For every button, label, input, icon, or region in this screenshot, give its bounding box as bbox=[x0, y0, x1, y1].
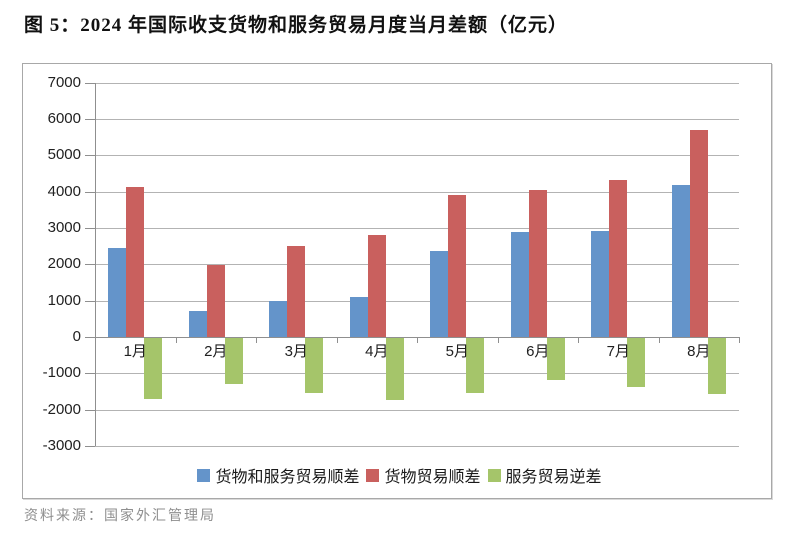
gridline bbox=[95, 119, 739, 121]
gridline bbox=[95, 228, 739, 229]
bar-services-deficit bbox=[305, 338, 324, 393]
x-axis-tick bbox=[578, 337, 579, 343]
y-axis-label: -2000 bbox=[42, 400, 81, 418]
bar-services-deficit bbox=[144, 338, 163, 400]
bar-goods-services-surplus bbox=[188, 310, 207, 337]
legend-item-goods-surplus: 货物贸易顺差 bbox=[361, 463, 481, 487]
bar-goods-surplus bbox=[126, 186, 145, 337]
bar-services-deficit bbox=[466, 338, 485, 394]
x-axis-tick bbox=[336, 337, 338, 343]
x-axis-tick bbox=[739, 337, 740, 343]
bar-services-deficit bbox=[224, 338, 243, 384]
bar-goods-services-surplus bbox=[269, 300, 288, 337]
y-axis-label: 3000 bbox=[47, 219, 81, 236]
x-axis-category-label: 7月 bbox=[606, 343, 630, 360]
bar-goods-services-surplus bbox=[671, 185, 690, 337]
legend-item-goods-services-surplus: 货物和服务贸易顺差 bbox=[192, 463, 359, 487]
y-axis-label: 5000 bbox=[47, 146, 81, 164]
x-axis-tick bbox=[256, 337, 257, 343]
y-axis-tick bbox=[85, 337, 95, 338]
bar-goods-surplus bbox=[448, 195, 467, 337]
legend: 货物和服务贸易顺差 货物贸易顺差 服务贸易逆差 bbox=[23, 463, 771, 487]
chart-title: 图 5：2024 年国际收支货物和服务贸易月度当月差额（亿元） bbox=[24, 15, 569, 36]
legend-swatch-red-icon bbox=[366, 468, 380, 482]
gridline bbox=[95, 191, 739, 193]
legend-label: 货物贸易顺差 bbox=[384, 469, 481, 486]
y-axis-label: 0 bbox=[72, 328, 81, 345]
y-axis-line bbox=[95, 82, 96, 446]
legend-label: 货物和服务贸易顺差 bbox=[215, 469, 360, 486]
legend-swatch-blue-icon bbox=[197, 468, 211, 482]
y-axis-tick bbox=[85, 228, 95, 229]
gridline bbox=[95, 409, 739, 411]
bar-services-deficit bbox=[546, 338, 565, 381]
gridline bbox=[95, 300, 739, 302]
y-axis-tick bbox=[85, 264, 95, 266]
bar-services-deficit bbox=[385, 338, 404, 401]
bar-goods-surplus bbox=[609, 180, 628, 337]
y-axis-label: 4000 bbox=[47, 182, 81, 200]
bar-goods-surplus bbox=[367, 234, 386, 337]
legend-label: 服务贸易逆差 bbox=[505, 469, 602, 486]
x-axis-category-label: 3月 bbox=[284, 343, 308, 360]
gridline bbox=[95, 82, 739, 84]
bar-goods-surplus bbox=[206, 265, 225, 337]
x-axis-tick bbox=[417, 337, 418, 343]
bar-goods-services-surplus bbox=[108, 247, 127, 337]
y-axis-tick bbox=[85, 155, 95, 157]
x-axis-category-label: 5月 bbox=[445, 343, 469, 360]
source-note: 资料来源：国家外汇管理局 bbox=[24, 509, 216, 524]
bar-goods-surplus bbox=[287, 245, 306, 337]
bar-services-deficit bbox=[707, 338, 726, 394]
bar-services-deficit bbox=[627, 338, 646, 387]
legend-swatch-green-icon bbox=[487, 468, 501, 482]
bar-goods-services-surplus bbox=[510, 232, 529, 337]
y-axis-tick bbox=[85, 409, 95, 411]
bar-goods-services-surplus bbox=[349, 297, 368, 337]
gridline bbox=[95, 445, 739, 447]
bar-goods-services-surplus bbox=[430, 250, 449, 337]
y-axis-tick bbox=[85, 82, 95, 84]
y-axis-label: 7000 bbox=[47, 73, 81, 91]
gridline bbox=[95, 155, 739, 157]
y-axis-label: -3000 bbox=[42, 436, 81, 454]
gridline bbox=[95, 264, 739, 266]
x-axis-category-label: 6月 bbox=[526, 343, 550, 360]
y-axis-tick bbox=[85, 300, 95, 302]
y-axis-tick bbox=[85, 191, 95, 193]
x-axis-category-label: 1月 bbox=[123, 343, 147, 360]
y-axis-label: 6000 bbox=[47, 110, 81, 128]
x-axis-tick bbox=[658, 337, 660, 343]
y-axis-tick bbox=[85, 445, 95, 447]
chart-frame: 7000 6000 5000 4000 3000 2000 1000 0 -1000 -2000 -… bbox=[22, 63, 772, 499]
y-axis-label: 1000 bbox=[47, 291, 81, 309]
x-axis-category-label: 2月 bbox=[204, 343, 228, 360]
bar-goods-services-surplus bbox=[591, 230, 610, 337]
x-axis-tick bbox=[497, 337, 499, 343]
y-axis-tick bbox=[85, 373, 95, 375]
y-axis-label: 2000 bbox=[47, 255, 81, 273]
y-axis-label: -1000 bbox=[42, 364, 81, 382]
x-axis-category-label: 4月 bbox=[365, 343, 389, 360]
bar-goods-surplus bbox=[528, 190, 547, 337]
x-axis-category-label: 8月 bbox=[687, 343, 711, 360]
x-axis-tick bbox=[95, 337, 96, 343]
legend-item-services-deficit: 服务贸易逆差 bbox=[483, 463, 602, 487]
gridline bbox=[95, 373, 739, 375]
y-axis-tick bbox=[85, 119, 95, 121]
bar-goods-surplus bbox=[689, 129, 708, 337]
x-axis-tick bbox=[175, 337, 177, 343]
